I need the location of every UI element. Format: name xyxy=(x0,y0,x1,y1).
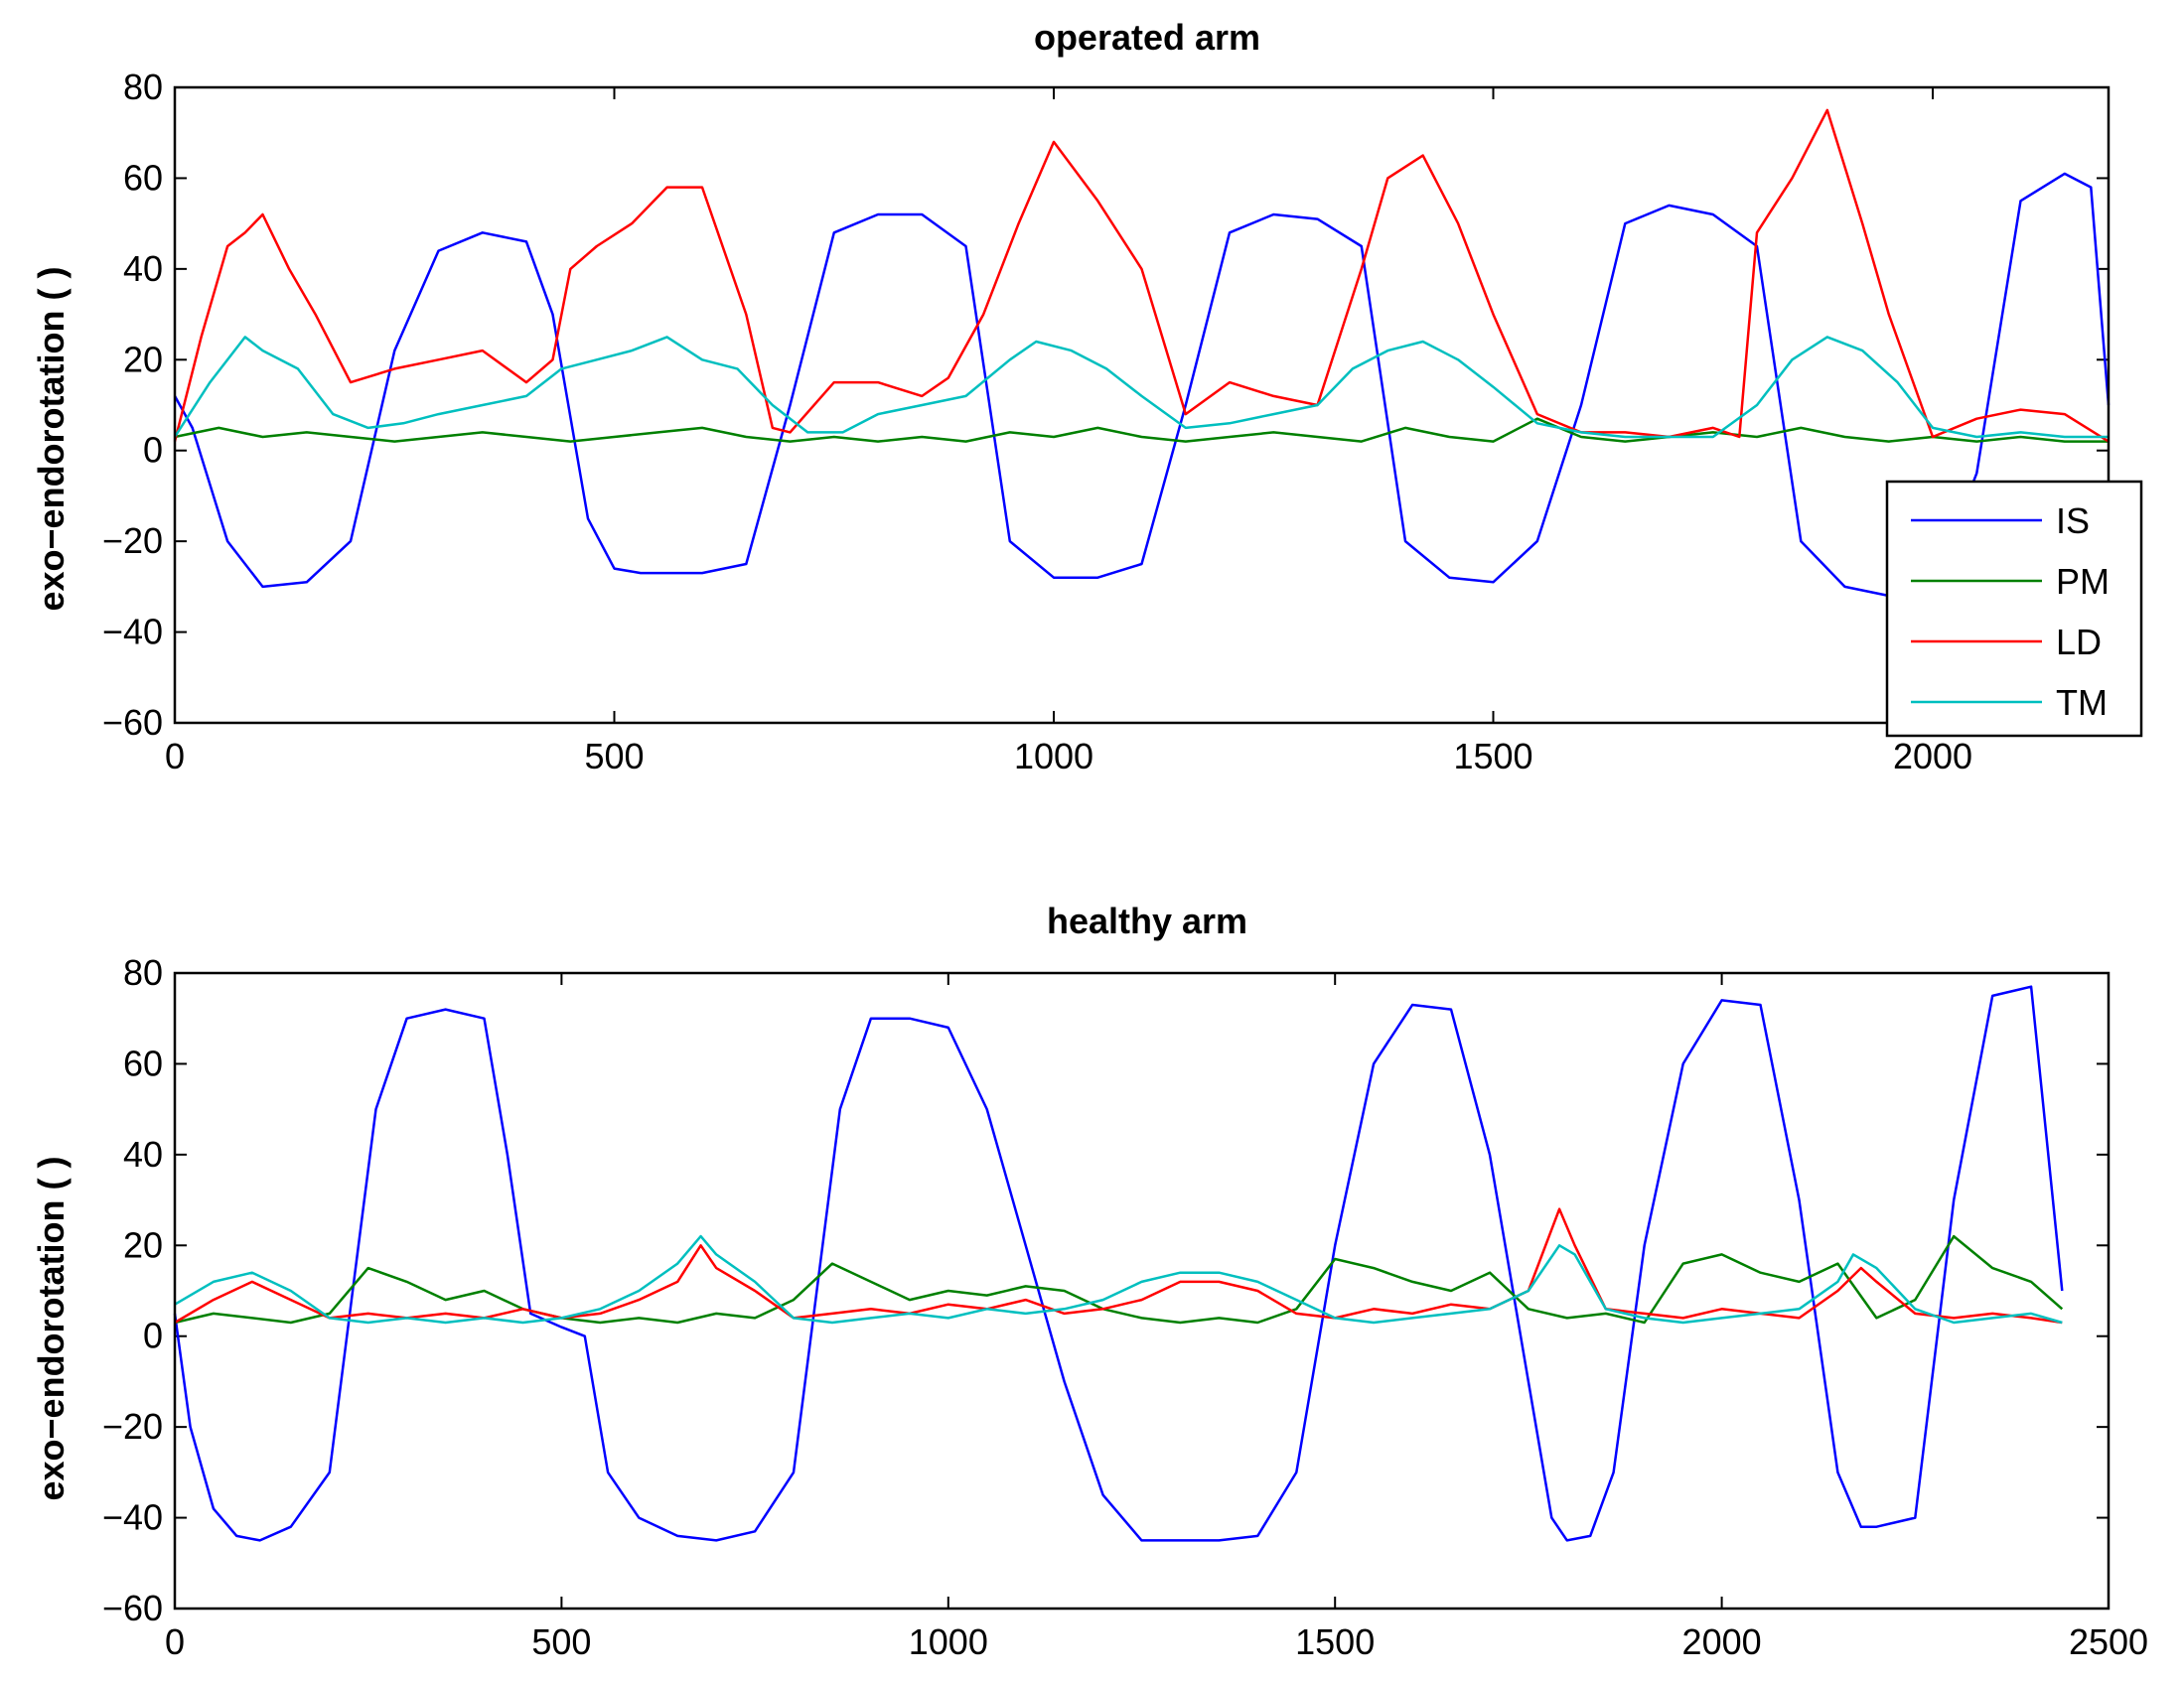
series-line-tm xyxy=(174,1234,2063,1325)
x-tick-label: 2500 xyxy=(2069,1621,2148,1662)
chart-title: operated arm xyxy=(1034,17,1260,58)
legend-label-pm: PM xyxy=(2056,561,2110,602)
x-tick-label: 2000 xyxy=(1682,1621,1762,1662)
series-line-pm xyxy=(174,1234,2064,1325)
series-line-ld xyxy=(174,1207,2063,1325)
y-tick-label: 20 xyxy=(123,1224,163,1265)
legend-box xyxy=(1885,480,2143,738)
y-tick-label: 60 xyxy=(123,1043,163,1083)
y-tick-label: 0 xyxy=(143,1316,163,1356)
y-axis-label: exo−endorotation ( ) xyxy=(31,1156,72,1500)
tick-labels: 80 60 40 20 0 −20 −40 −60 0 500 1000 150… xyxy=(102,952,2148,1662)
y-tick-label: −40 xyxy=(102,1497,163,1538)
x-tick-label: 500 xyxy=(531,1621,591,1662)
series-line-tm xyxy=(173,336,2109,439)
legend-entry-is: IS xyxy=(1911,500,2090,541)
x-tick-label: 0 xyxy=(165,1621,185,1662)
legend-entry-tm: TM xyxy=(1911,682,2108,723)
plot-area xyxy=(175,973,2109,1609)
x-tick-label: 0 xyxy=(165,736,185,776)
series-line-is xyxy=(173,172,2111,598)
y-tick-label: −20 xyxy=(102,520,163,561)
healthy-arm-chart: healthy arm exo−endorotation ( ) 80 60 4… xyxy=(31,901,2148,1662)
y-tick-label: 80 xyxy=(123,67,163,107)
y-axis-label: exo−endorotation ( ) xyxy=(31,266,72,611)
x-tick-label: 1000 xyxy=(1014,736,1093,776)
x-tick-label: 1000 xyxy=(909,1621,988,1662)
y-tick-label: −20 xyxy=(102,1406,163,1447)
y-tick-label: 40 xyxy=(123,248,163,289)
y-tick-label: 20 xyxy=(123,339,163,379)
legend: IS PM LD TM xyxy=(1885,480,2143,738)
legend-entry-ld: LD xyxy=(1911,622,2102,662)
plot-frame xyxy=(173,971,2111,1611)
operated-arm-chart: operated arm exo−endorotation ( ) 80 60 … xyxy=(31,17,2143,776)
x-tick-label: 500 xyxy=(584,736,644,776)
y-tick-label: 60 xyxy=(123,157,163,198)
y-tick-label: −60 xyxy=(102,702,163,743)
series-line-is xyxy=(173,985,2064,1542)
x-tick-label: 2000 xyxy=(1893,736,1972,776)
series-layer xyxy=(173,985,2064,1542)
y-tick-label: 40 xyxy=(123,1134,163,1175)
legend-entry-pm: PM xyxy=(1911,561,2110,602)
x-tick-label: 1500 xyxy=(1453,736,1532,776)
legend-label-is: IS xyxy=(2056,500,2090,541)
series-line-pm xyxy=(174,417,2109,443)
y-tick-label: 0 xyxy=(143,430,163,471)
plot-area xyxy=(175,87,2109,723)
x-tick-label: 1500 xyxy=(1295,1621,1375,1662)
chart-title: healthy arm xyxy=(1047,901,1247,941)
series-line-ld xyxy=(173,108,2110,443)
tick-labels: 80 60 40 20 0 −20 −40 −60 0 500 1000 150… xyxy=(102,67,1972,776)
y-tick-label: −60 xyxy=(102,1588,163,1628)
y-tick-label: 80 xyxy=(123,952,163,993)
series-layer xyxy=(173,108,2111,598)
legend-label-tm: TM xyxy=(2056,682,2108,723)
legend-label-ld: LD xyxy=(2056,622,2102,662)
plot-frame xyxy=(173,85,2111,725)
y-tick-label: −40 xyxy=(102,612,163,652)
